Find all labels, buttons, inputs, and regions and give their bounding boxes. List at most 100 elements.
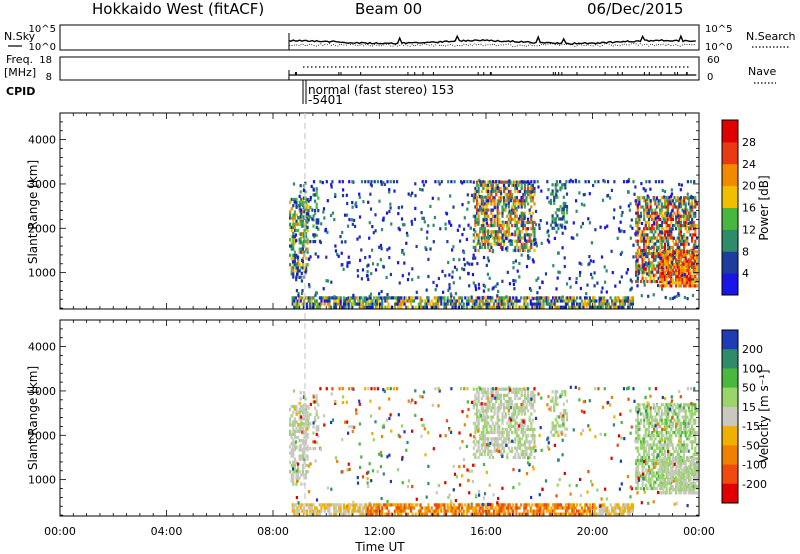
heatmap-cell [683,406,686,410]
heatmap-cell [304,190,307,194]
heatmap-cell [600,305,603,309]
heatmap-cell [292,448,295,452]
heatmap-cell [430,299,433,303]
heatmap-cell [556,296,559,300]
heatmap-cell [636,205,639,209]
heatmap-cell [644,242,647,246]
heatmap-cell [678,437,681,441]
heatmap-cell [535,244,538,248]
heatmap-cell [298,250,301,254]
power-colorbar-tick: 24 [742,158,756,171]
heatmap-cell [437,297,440,301]
heatmap-cell [289,213,292,217]
heatmap-cell [668,233,671,237]
heatmap-cell [307,215,310,219]
heatmap-cell [635,446,638,450]
heatmap-cell [351,222,354,226]
heatmap-cell [663,418,667,422]
heatmap-cell [525,427,528,432]
heatmap-cell [641,440,644,444]
heatmap-cell [414,296,417,300]
heatmap-cell [498,202,501,206]
heatmap-cell [647,477,651,481]
heatmap-cell [579,305,582,309]
heatmap-cell [306,414,309,418]
heatmap-cell [660,236,663,240]
heatmap-cell [655,431,659,435]
heatmap-cell [509,449,512,453]
heatmap-cell [681,478,684,483]
heatmap-cell [668,224,671,228]
heatmap-cell [300,420,303,424]
heatmap-cell [496,296,499,300]
heatmap-cell [380,247,383,251]
heatmap-cell [350,503,353,507]
heatmap-cell [511,446,514,450]
heatmap-cell [635,255,638,259]
heatmap-cell [669,297,672,301]
heatmap-cell [611,299,614,303]
heatmap-cell [675,205,678,209]
heatmap-cell [474,284,477,288]
heatmap-cell [636,455,639,460]
heatmap-cell [414,503,417,507]
heatmap-cell [480,452,483,456]
heatmap-cell [314,209,317,213]
heatmap-cell [536,302,539,306]
heatmap-cell [646,233,649,237]
heatmap-cell [305,470,308,474]
heatmap-cell [304,509,307,513]
heatmap-cell [523,242,526,246]
heatmap-cell [681,406,684,410]
heatmap-cell [462,509,465,513]
heatmap-cell [338,509,341,513]
heatmap-cell [660,466,663,470]
heatmap-cell [297,411,300,415]
heatmap-cell [657,459,660,463]
heatmap-cell [333,512,336,516]
heatmap-cell [662,227,665,231]
heatmap-cell [490,242,493,246]
heatmap-cell [490,202,493,206]
heatmap-cell [683,275,686,279]
heatmap-cell [293,305,296,309]
heatmap-cell [649,205,652,209]
heatmap-cell [339,302,342,306]
heatmap-cell [334,512,337,516]
heatmap-cell [472,452,475,456]
heatmap-cell [667,271,670,276]
heatmap-cell [517,455,520,460]
power-colorbar-label: Power [dB] [757,175,771,240]
heatmap-cell [318,305,321,309]
heatmap-cell [694,449,697,453]
heatmap-cell [298,429,301,433]
heatmap-cell [643,217,646,221]
heatmap-cell [355,296,358,300]
heatmap-cell [523,180,526,184]
heatmap-cell [631,299,635,303]
heatmap-cell [368,305,371,309]
heatmap-cell [434,288,437,292]
heatmap-cell [659,259,662,263]
heatmap-cell [388,190,391,194]
heatmap-cell [575,199,578,203]
heatmap-cell [638,214,641,218]
heatmap-cell [565,399,569,403]
heatmap-cell [503,180,506,184]
heatmap-cell [673,196,676,200]
heatmap-cell [515,242,518,246]
heatmap-cell [637,269,640,273]
heatmap-cell [300,247,303,251]
heatmap-cell [480,199,483,203]
heatmap-cell [478,286,481,290]
heatmap-cell [679,434,682,438]
heatmap-cell [505,299,508,303]
heatmap-cell [523,455,526,460]
heatmap-cell [491,390,495,394]
heatmap-cell [485,217,488,221]
heatmap-cell [676,412,679,416]
heatmap-cell [490,440,493,444]
heatmap-cell [694,270,697,274]
heatmap-cell [610,188,613,192]
heatmap-cell [520,406,523,410]
